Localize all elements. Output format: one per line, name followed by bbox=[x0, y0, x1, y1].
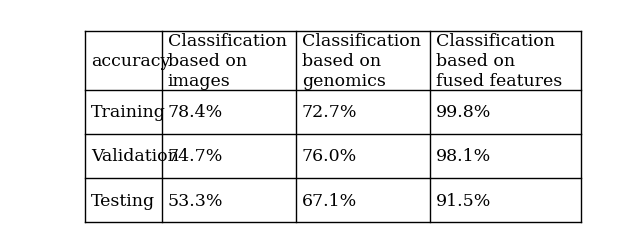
Text: 76.0%: 76.0% bbox=[301, 148, 357, 165]
Text: Training: Training bbox=[91, 104, 166, 121]
Text: 91.5%: 91.5% bbox=[436, 192, 491, 209]
Text: 67.1%: 67.1% bbox=[301, 192, 357, 209]
Text: 98.1%: 98.1% bbox=[436, 148, 491, 165]
Text: Classification
based on
images: Classification based on images bbox=[168, 33, 287, 89]
Text: 78.4%: 78.4% bbox=[168, 104, 223, 121]
Text: 74.7%: 74.7% bbox=[168, 148, 223, 165]
Text: Validation: Validation bbox=[91, 148, 179, 165]
Text: 99.8%: 99.8% bbox=[436, 104, 491, 121]
Text: Classification
based on
fused features: Classification based on fused features bbox=[436, 33, 562, 89]
Text: Testing: Testing bbox=[91, 192, 155, 209]
Text: 72.7%: 72.7% bbox=[301, 104, 357, 121]
Text: 53.3%: 53.3% bbox=[168, 192, 223, 209]
Text: Classification
based on
genomics: Classification based on genomics bbox=[301, 33, 420, 89]
Text: accuracy: accuracy bbox=[91, 53, 170, 70]
